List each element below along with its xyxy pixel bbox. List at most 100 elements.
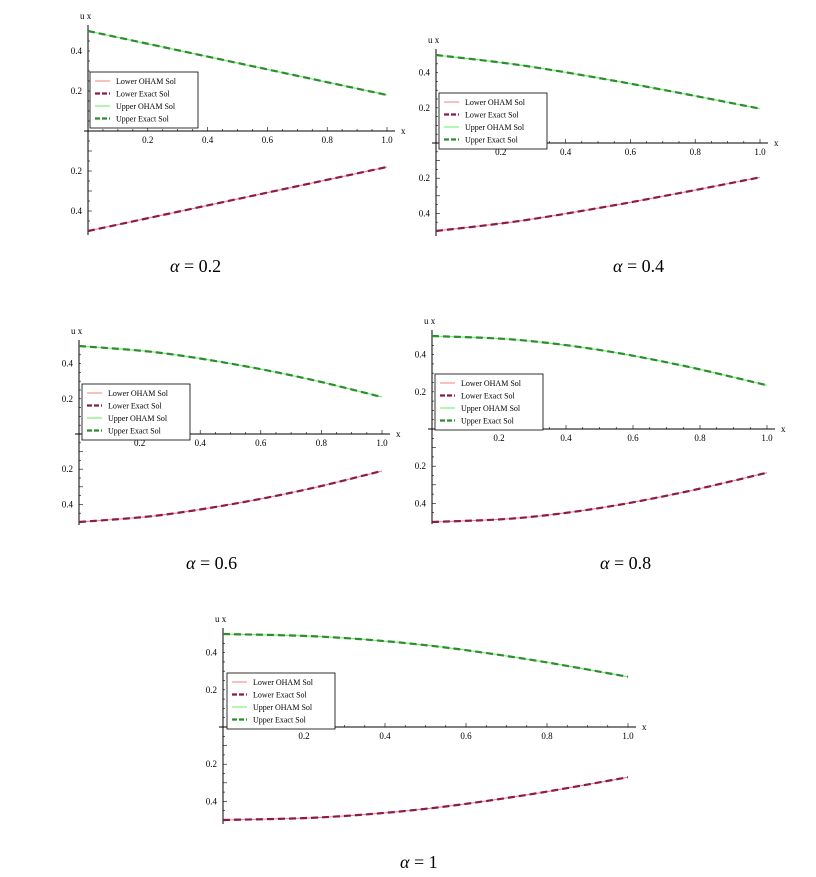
chart-caption: α = 0.4 bbox=[613, 256, 664, 276]
chart-caption: α = 0.6 bbox=[186, 553, 237, 573]
x-tick-label: 1.0 bbox=[754, 147, 766, 157]
chart-panel-2: 0.2 0.4 0.6 0.8 1.0 0.4 0.2 0.2 0.4 u x x Lower OHA… bbox=[419, 35, 779, 276]
legend-entry: Lower Exact Sol bbox=[116, 90, 171, 99]
series-line-lower-oham-sol bbox=[78, 470, 383, 523]
alpha-value: = 1 bbox=[409, 852, 437, 872]
legend-entry: Lower Exact Sol bbox=[253, 691, 308, 700]
legend: Lower OHAM Sol Lower Exact Sol Upper OHAM … bbox=[434, 373, 544, 431]
legend-entry: Upper Exact Sol bbox=[116, 115, 170, 124]
chart-caption: α = 0.8 bbox=[600, 553, 651, 573]
alpha-value: = 0.2 bbox=[179, 256, 221, 276]
series-line-lower-exact-sol bbox=[431, 471, 768, 524]
series-line-upper-exact-sol bbox=[87, 29, 388, 97]
x-tick-label: 0.6 bbox=[255, 438, 267, 448]
chart-panel-1: 0.2 0.4 0.6 0.8 1.0 0.4 0.2 0.2 0.4 u x x Lower OHA… bbox=[71, 11, 406, 276]
x-tick-label: 0.6 bbox=[460, 731, 472, 741]
alpha-value: = 0.8 bbox=[609, 553, 651, 573]
x-tick-label: 0.2 bbox=[495, 147, 506, 157]
x-axis-label: x bbox=[396, 429, 401, 439]
legend: Lower OHAM Sol Lower Exact Sol Upper OHAM … bbox=[89, 71, 199, 129]
x-axis-label: x bbox=[401, 126, 406, 136]
y-tick-label: 0.4 bbox=[71, 206, 83, 216]
legend-entry: Lower Exact Sol bbox=[465, 111, 520, 120]
y-tick-label: 0.4 bbox=[62, 499, 74, 509]
x-tick-label: 0.4 bbox=[379, 731, 391, 741]
y-axis-label: u x bbox=[428, 35, 440, 45]
y-tick-label: 0.4 bbox=[206, 796, 218, 806]
x-axis-label: x bbox=[774, 138, 779, 148]
series-line-lower-exact-sol bbox=[435, 176, 761, 233]
x-tick-label: 0.8 bbox=[541, 731, 553, 741]
legend-entry: Lower OHAM Sol bbox=[461, 379, 522, 388]
y-tick-label: 0.2 bbox=[206, 759, 217, 769]
legend: Lower OHAM Sol Lower Exact Sol Upper OHAM … bbox=[226, 672, 336, 730]
alpha-symbol: α bbox=[613, 256, 623, 276]
x-tick-label: 0.6 bbox=[625, 147, 637, 157]
series-line-upper-exact-sol bbox=[222, 632, 629, 678]
legend: Lower OHAM Sol Lower Exact Sol Upper OHAM … bbox=[438, 92, 548, 150]
x-tick-label: 0.2 bbox=[298, 731, 309, 741]
y-tick-label: 0.2 bbox=[419, 173, 430, 183]
chart-panel-5: 0.2 0.4 0.6 0.8 1.0 0.4 0.2 0.2 0.4 u x x Lower OHA… bbox=[206, 614, 647, 872]
legend-entry: Lower Exact Sol bbox=[108, 402, 163, 411]
alpha-symbol: α bbox=[170, 256, 180, 276]
series-line-lower-exact-sol bbox=[78, 469, 383, 524]
x-tick-label: 0.8 bbox=[690, 147, 702, 157]
y-axis-label: u x bbox=[80, 11, 92, 21]
x-axis-label: x bbox=[642, 722, 647, 732]
alpha-symbol: α bbox=[400, 852, 410, 872]
y-tick-label: 0.4 bbox=[62, 359, 74, 369]
y-tick-label: 0.4 bbox=[419, 208, 431, 218]
x-tick-label: 1.0 bbox=[381, 135, 393, 145]
x-tick-label: 1.0 bbox=[376, 438, 388, 448]
series-line-upper-oham-sol bbox=[222, 633, 629, 678]
alpha-value: = 0.4 bbox=[622, 256, 664, 276]
legend-entry: Lower OHAM Sol bbox=[465, 98, 526, 107]
legend-entry: Upper OHAM Sol bbox=[108, 414, 168, 423]
y-axis-label: u x bbox=[215, 614, 227, 624]
x-tick-label: 0.6 bbox=[262, 135, 274, 145]
x-tick-label: 0.6 bbox=[627, 433, 639, 443]
chart-caption: α = 1 bbox=[400, 852, 438, 872]
legend-entry: Upper OHAM Sol bbox=[253, 703, 313, 712]
legend-entry: Upper OHAM Sol bbox=[116, 102, 176, 111]
y-tick-label: 0.2 bbox=[206, 685, 217, 695]
y-tick-label: 0.2 bbox=[419, 103, 430, 113]
series-line-lower-exact-sol bbox=[222, 776, 629, 822]
y-tick-label: 0.4 bbox=[419, 68, 431, 78]
x-tick-label: 0.8 bbox=[316, 438, 328, 448]
chart-caption: α = 0.2 bbox=[170, 256, 221, 276]
legend-entry: Lower OHAM Sol bbox=[108, 389, 169, 398]
x-tick-label: 0.2 bbox=[134, 438, 145, 448]
legend-entry: Upper OHAM Sol bbox=[465, 123, 525, 132]
x-tick-label: 0.8 bbox=[322, 135, 334, 145]
chart-panel-3: 0.2 0.4 0.6 0.8 1.0 0.4 0.2 0.2 0.4 u x x Lower OHA… bbox=[62, 326, 401, 573]
y-tick-label: 0.2 bbox=[62, 464, 73, 474]
chart-panel-4: 0.2 0.4 0.6 0.8 1.0 0.4 0.2 0.2 0.4 u x x Lower OHA… bbox=[415, 316, 786, 573]
legend-entry: Lower OHAM Sol bbox=[116, 77, 177, 86]
y-tick-label: 0.4 bbox=[71, 46, 83, 56]
x-tick-label: 0.4 bbox=[560, 433, 572, 443]
y-tick-label: 0.4 bbox=[415, 498, 427, 508]
legend-entry: Upper OHAM Sol bbox=[461, 404, 521, 413]
y-tick-label: 0.2 bbox=[415, 461, 426, 471]
y-tick-label: 0.4 bbox=[206, 648, 218, 658]
series-line-upper-exact-sol bbox=[431, 334, 768, 387]
series-line-lower-oham-sol bbox=[431, 472, 768, 523]
y-tick-label: 0.2 bbox=[415, 387, 426, 397]
y-tick-label: 0.2 bbox=[62, 394, 73, 404]
x-tick-label: 1.0 bbox=[761, 433, 773, 443]
legend: Lower OHAM Sol Lower Exact Sol Upper OHAM … bbox=[81, 383, 191, 441]
x-tick-label: 0.2 bbox=[493, 433, 504, 443]
alpha-symbol: α bbox=[186, 553, 196, 573]
x-tick-label: 0.4 bbox=[202, 135, 214, 145]
legend-entry: Lower Exact Sol bbox=[461, 392, 516, 401]
y-tick-label: 0.4 bbox=[415, 350, 427, 360]
legend-entry: Upper Exact Sol bbox=[108, 427, 162, 436]
legend-entry: Upper Exact Sol bbox=[465, 136, 519, 145]
y-tick-label: 0.2 bbox=[71, 166, 82, 176]
y-tick-label: 0.2 bbox=[71, 86, 82, 96]
legend-entry: Upper Exact Sol bbox=[253, 716, 307, 725]
y-axis-label: u x bbox=[71, 326, 83, 336]
